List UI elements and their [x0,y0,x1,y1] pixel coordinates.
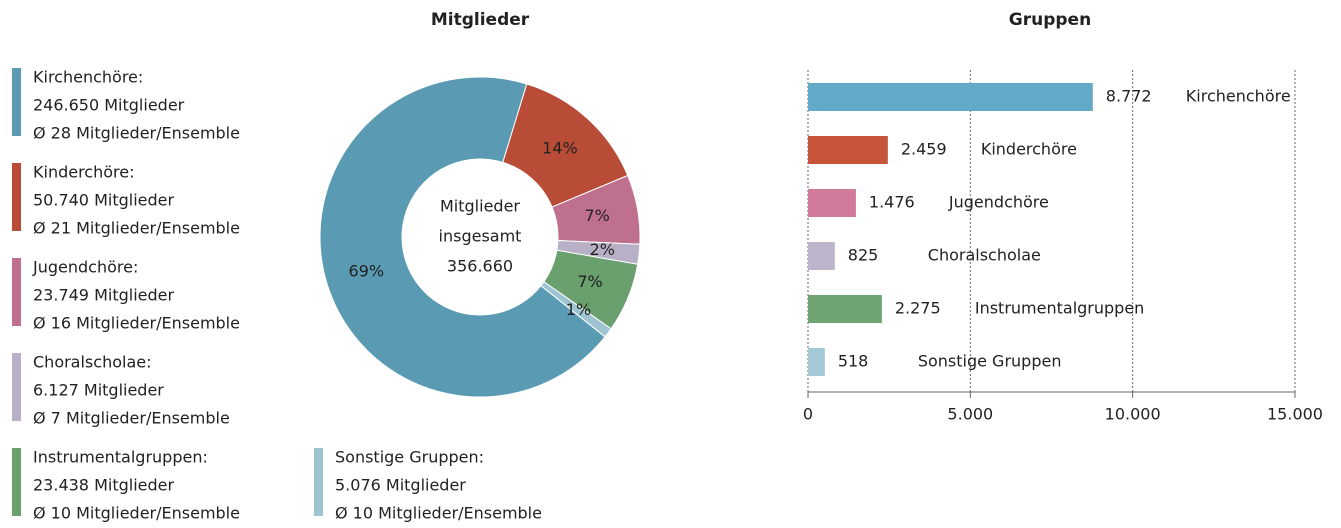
category-label: Jugendchöre [948,193,1049,212]
category-label: Kinderchöre [981,140,1077,159]
center-label: 356.660 [447,257,513,276]
legend-ensemble: Ø 10 Mitglieder/Ensemble [335,504,542,523]
legend-members: 23.749 Mitglieder [33,286,174,305]
x-tick-label: 0 [803,405,813,424]
donut-slice [540,281,612,338]
x-tick-label: 10.000 [1105,405,1161,424]
bar [808,348,825,376]
x-tick-label: 5.000 [947,405,993,424]
slice-label: 69% [349,262,385,281]
slice-label: 2% [590,240,615,259]
category-label: Instrumentalgruppen [975,299,1144,318]
legend-label: Jugendchöre: [32,258,138,277]
value-label: 825 [848,246,879,265]
value-label: 1.476 [869,193,915,212]
legend-label: Choralscholae: [33,353,151,372]
legend-ensemble: Ø 7 Mitglieder/Ensemble [33,409,230,428]
donut-slice [319,76,606,398]
legend-label: Kinderchöre: [33,163,135,182]
legend-members: 5.076 Mitglieder [335,476,466,495]
bar [808,83,1093,111]
legend-label: Sonstige Gruppen: [335,448,484,467]
category-label: Sonstige Gruppen [918,352,1062,371]
chart-title: Gruppen [1009,10,1091,30]
slice-label: 1% [566,300,591,319]
slice-label: 14% [542,138,578,157]
bar [808,242,835,270]
bar [808,136,888,164]
legend-swatch [12,448,21,516]
bar [808,295,882,323]
bar [808,189,856,217]
legend-label: Instrumentalgruppen: [33,448,208,467]
value-label: 2.275 [895,299,941,318]
legend-label: Kirchenchöre: [33,68,143,87]
slice-label: 7% [577,272,602,291]
legend-members: 246.650 Mitglieder [33,96,185,115]
legend-members: 6.127 Mitglieder [33,381,164,400]
slice-label: 7% [584,206,609,225]
category-label: Kirchenchöre [1186,87,1291,106]
legend-swatch [12,353,21,421]
legend-members: 23.438 Mitglieder [33,476,174,495]
legend-ensemble: Ø 28 Mitglieder/Ensemble [33,124,240,143]
value-label: 8.772 [1106,87,1152,106]
legend-ensemble: Ø 21 Mitglieder/Ensemble [33,219,240,238]
value-label: 518 [838,352,869,371]
x-tick-label: 15.000 [1267,405,1323,424]
legend-members: 50.740 Mitglieder [33,191,174,210]
center-label: Mitglieder [440,197,520,216]
legend-swatch [12,68,21,136]
legend-ensemble: Ø 16 Mitglieder/Ensemble [33,314,240,333]
category-label: Choralscholae [928,246,1041,265]
legend-swatch [314,448,323,516]
center-label: insgesamt [439,227,522,246]
legend-swatch [12,163,21,231]
legend-ensemble: Ø 10 Mitglieder/Ensemble [33,504,240,523]
legend-swatch [12,258,21,326]
chart-title: Mitglieder [431,10,530,30]
value-label: 2.459 [901,140,947,159]
